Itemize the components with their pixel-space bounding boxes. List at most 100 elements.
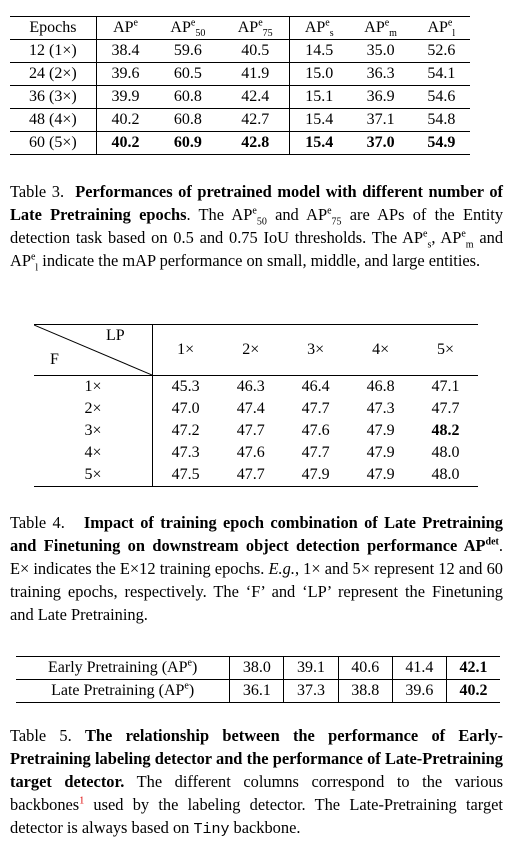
table-4-corner-cell: LP F [34,324,153,376]
table-cell: 40.6 [338,656,393,680]
table-cell: 39.6 [96,62,155,86]
table-cell: 47.9 [366,422,395,439]
table-cell: 59.6 [173,42,202,59]
table-4-row-header: 2× [34,398,153,420]
table-cell: 39.9 [96,85,155,109]
table-cell: 39.6 [392,679,447,703]
table-cell: 47.6 [301,422,330,439]
table-5-caption: Table 5. The relationship between the pe… [10,726,503,838]
table-row: 60 (5×) 40.2 60.9 42.8 15.4 37.0 54.9 [10,131,470,155]
table-cell: 54.8 [412,108,470,132]
table-3: Epochs APe APe50 APe75 APes APem APel 12… [10,16,470,155]
table-3-header: APem [348,16,413,40]
table-cell: 47.9 [366,466,395,483]
table-cell: 36.9 [348,85,413,109]
table-cell: 35.0 [366,42,395,59]
table-row: 12 (1×) 38.4 59.6 40.5 14.5 35.0 52.6 [10,39,470,63]
table-4-header-row: LP F 1× 2× 3× 4× 5× [34,324,478,376]
table-cell: 38.4 [111,42,140,59]
table-cell: 14.5 [305,42,334,59]
table-4-caption: Table 4. Impact of training epoch combin… [10,513,503,624]
table-row: 3× 47.2 47.7 47.6 47.9 48.2 [34,420,478,442]
table-cell: 40.2 [96,108,155,132]
table-cell: 52.6 [427,42,456,59]
table-row: Early Pretraining (APe) 38.0 39.1 40.6 4… [16,656,500,680]
table-cell: 54.1 [412,62,470,86]
table-cell: 15.1 [289,85,349,109]
table-4-row-header: 5× [34,464,153,487]
table-cell: 47.3 [366,400,395,417]
table-3-header-row: Epochs APe APe50 APe75 APes APem APel [10,16,470,40]
table-3-header: APe75 [221,16,290,40]
table-3-header: APe50 [154,16,222,40]
table-row: Late Pretraining (APe) 36.1 37.3 38.8 39… [16,679,500,703]
table-3-header: APes [289,16,349,40]
table-cell: 40.5 [221,39,290,63]
table-cell: 60.5 [154,62,222,86]
table-4: LP F 1× 2× 3× 4× 5× 1× 45.3 46.3 46.4 46… [34,324,478,487]
table-cell: 47.6 [236,444,265,461]
table-3-header: APel [412,16,470,40]
table-cell: 15.4 [289,131,349,155]
table-row: 48 (4×) 40.2 60.8 42.7 15.4 37.1 54.8 [10,108,470,132]
footnote-link[interactable]: 1 [79,795,85,807]
table-cell: 47.7 [301,444,330,461]
table-cell: 47.7 [236,422,265,439]
table-row: 1× 45.3 46.3 46.4 46.8 47.1 [34,375,478,398]
table-5: Early Pretraining (APe) 38.0 39.1 40.6 4… [16,656,500,703]
table-cell: 12 (1×) [10,39,97,63]
table-cell: 45.3 [171,378,200,395]
table-cell: 37.0 [348,131,413,155]
diagonal-divider [34,325,152,375]
table-row: 2× 47.0 47.4 47.7 47.3 47.7 [34,398,478,420]
table-cell: 39.1 [283,656,339,680]
table-cell: 24 (2×) [10,62,97,86]
table-cell: 36.3 [348,62,413,86]
table-cell: 48.0 [431,444,460,461]
table-3-caption: Table 3. Performances of pretrained mode… [10,182,504,274]
table-cell: 42.1 [446,656,500,680]
table-3-header: Epochs [10,16,97,40]
table-3-header: APe [96,16,155,40]
table-cell: 48.0 [431,466,460,483]
table-5-row-header: Early Pretraining (APe) [16,656,231,680]
table-cell: 47.3 [171,444,200,461]
table-cell: 47.4 [236,400,265,417]
table-cell: 60 (5×) [10,131,97,155]
table-cell: 47.7 [236,466,265,483]
table-cell: 47.1 [431,378,460,395]
table-cell: 60.8 [154,85,222,109]
table-cell: 42.8 [221,131,290,155]
table-cell: 37.1 [348,108,413,132]
table-cell: 40.2 [459,682,488,699]
table-cell: 41.4 [392,656,447,680]
table-cell: 47.7 [301,400,330,417]
table-4-row-header: 4× [34,442,153,464]
table-cell: 60.8 [154,108,222,132]
table-cell: 54.9 [412,131,470,155]
table-row: 4× 47.3 47.6 47.7 47.9 48.0 [34,442,478,464]
table-cell: 42.4 [221,85,290,109]
table-4-col-header: 2× [218,324,284,376]
table-cell: 46.8 [366,378,395,395]
table-cell: 40.2 [96,131,155,155]
table-cell: 47.2 [171,422,200,439]
table-cell: 48 (4×) [10,108,97,132]
table-cell: 47.9 [301,466,330,483]
table-cell: 47.9 [366,444,395,461]
table-cell: 36.1 [229,679,285,703]
table-cell: 47.0 [171,400,200,417]
table-cell: 47.5 [171,466,200,483]
table-cell: 46.3 [236,378,265,395]
table-cell: 46.4 [301,378,330,395]
table-4-col-header: 1× [152,324,219,376]
table-4-col-header: 5× [413,324,478,376]
table-row: 36 (3×) 39.9 60.8 42.4 15.1 36.9 54.6 [10,85,470,109]
table-cell: 48.2 [431,422,460,439]
table-row: 5× 47.5 47.7 47.9 47.9 48.0 [34,464,478,487]
table-cell: 42.7 [221,108,290,132]
table-row: 24 (2×) 39.6 60.5 41.9 15.0 36.3 54.1 [10,62,470,86]
table-4-col-header: 3× [283,324,349,376]
table-cell: 47.7 [431,400,460,417]
table-cell: 15.0 [289,62,349,86]
